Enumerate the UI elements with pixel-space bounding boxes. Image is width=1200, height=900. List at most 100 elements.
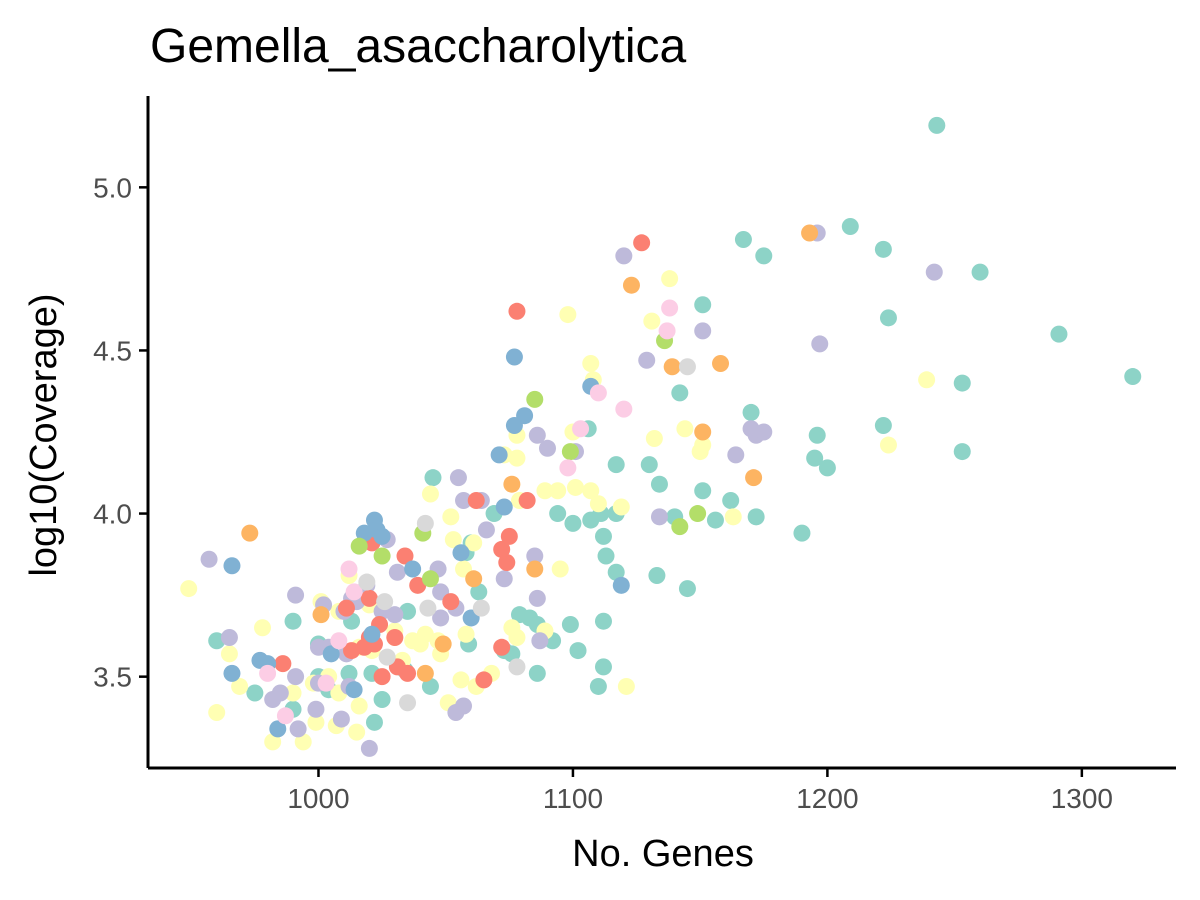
data-point	[465, 570, 483, 588]
data-point	[505, 416, 523, 434]
data-point	[345, 681, 363, 699]
data-point	[490, 446, 508, 464]
data-point	[566, 478, 584, 496]
data-point	[386, 606, 404, 624]
data-point	[742, 403, 760, 421]
data-point	[432, 609, 450, 627]
data-point	[648, 567, 666, 585]
data-point	[612, 498, 630, 516]
data-point	[373, 690, 391, 708]
data-point	[350, 697, 368, 715]
data-point	[312, 606, 330, 624]
data-point	[694, 322, 712, 340]
data-point	[363, 625, 381, 643]
data-point	[808, 426, 826, 444]
data-point	[503, 619, 521, 637]
data-point	[712, 354, 730, 372]
data-point	[706, 511, 724, 529]
data-point	[254, 619, 272, 637]
data-point	[373, 547, 391, 565]
data-point	[343, 642, 361, 660]
data-point	[874, 416, 892, 434]
data-point	[404, 560, 422, 578]
data-point	[953, 443, 971, 461]
data-point	[246, 684, 264, 702]
data-point	[350, 537, 368, 555]
data-point	[442, 508, 460, 526]
data-point	[589, 384, 607, 402]
data-point	[358, 573, 376, 591]
data-point	[208, 704, 226, 722]
data-point	[671, 518, 689, 536]
data-point	[386, 629, 404, 647]
data-point	[495, 570, 513, 588]
data-point	[269, 720, 287, 738]
data-point	[355, 524, 373, 542]
data-point	[399, 694, 417, 712]
data-point	[434, 635, 452, 653]
data-point	[879, 309, 897, 327]
data-point	[399, 602, 417, 620]
data-point	[307, 700, 325, 718]
data-point	[1124, 368, 1142, 386]
data-point	[671, 384, 689, 402]
data-point	[287, 586, 305, 604]
data-point	[594, 658, 612, 676]
data-point	[582, 482, 600, 500]
data-point	[928, 116, 946, 134]
data-point	[220, 629, 238, 647]
data-point	[559, 459, 577, 477]
data-point	[421, 677, 439, 695]
data-point	[264, 733, 282, 751]
data-point	[691, 443, 709, 461]
data-point	[678, 580, 696, 598]
data-point	[500, 527, 518, 545]
data-point	[607, 563, 625, 581]
data-point	[661, 270, 679, 288]
x-tick-label: 1100	[543, 783, 603, 814]
data-point	[411, 635, 429, 653]
data-point	[424, 469, 442, 487]
data-point	[421, 485, 439, 503]
data-point	[622, 276, 640, 294]
data-point	[818, 459, 836, 477]
data-point	[264, 690, 282, 708]
data-point	[465, 534, 483, 552]
data-point	[526, 560, 544, 578]
data-point	[493, 638, 511, 656]
data-point	[549, 482, 567, 500]
data-point	[208, 632, 226, 650]
data-point	[200, 550, 218, 568]
data-point	[467, 492, 485, 510]
data-point	[289, 720, 307, 738]
data-point	[452, 544, 470, 562]
y-axis-label: log10(Coverage)	[23, 293, 65, 576]
data-point	[694, 296, 712, 314]
data-point	[569, 642, 587, 660]
data-point	[416, 514, 434, 532]
data-point	[689, 505, 707, 523]
points-layer	[180, 116, 1142, 757]
data-point	[589, 495, 607, 513]
x-tick-label: 1000	[287, 783, 349, 814]
data-point	[755, 247, 773, 265]
data-point	[409, 576, 427, 594]
data-point	[457, 625, 475, 643]
data-point	[615, 247, 633, 265]
data-point	[330, 632, 348, 650]
data-point	[223, 664, 241, 682]
data-point	[801, 224, 819, 242]
data-point	[470, 583, 488, 601]
data-point	[505, 348, 523, 366]
data-point	[477, 521, 495, 539]
data-point	[564, 514, 582, 532]
data-point	[645, 430, 663, 448]
data-point	[373, 527, 391, 545]
data-point	[287, 668, 305, 686]
data-point	[694, 482, 712, 500]
data-point	[526, 547, 544, 565]
data-point	[676, 420, 694, 438]
data-point	[518, 492, 536, 510]
data-point	[284, 684, 302, 702]
data-point	[747, 508, 765, 526]
